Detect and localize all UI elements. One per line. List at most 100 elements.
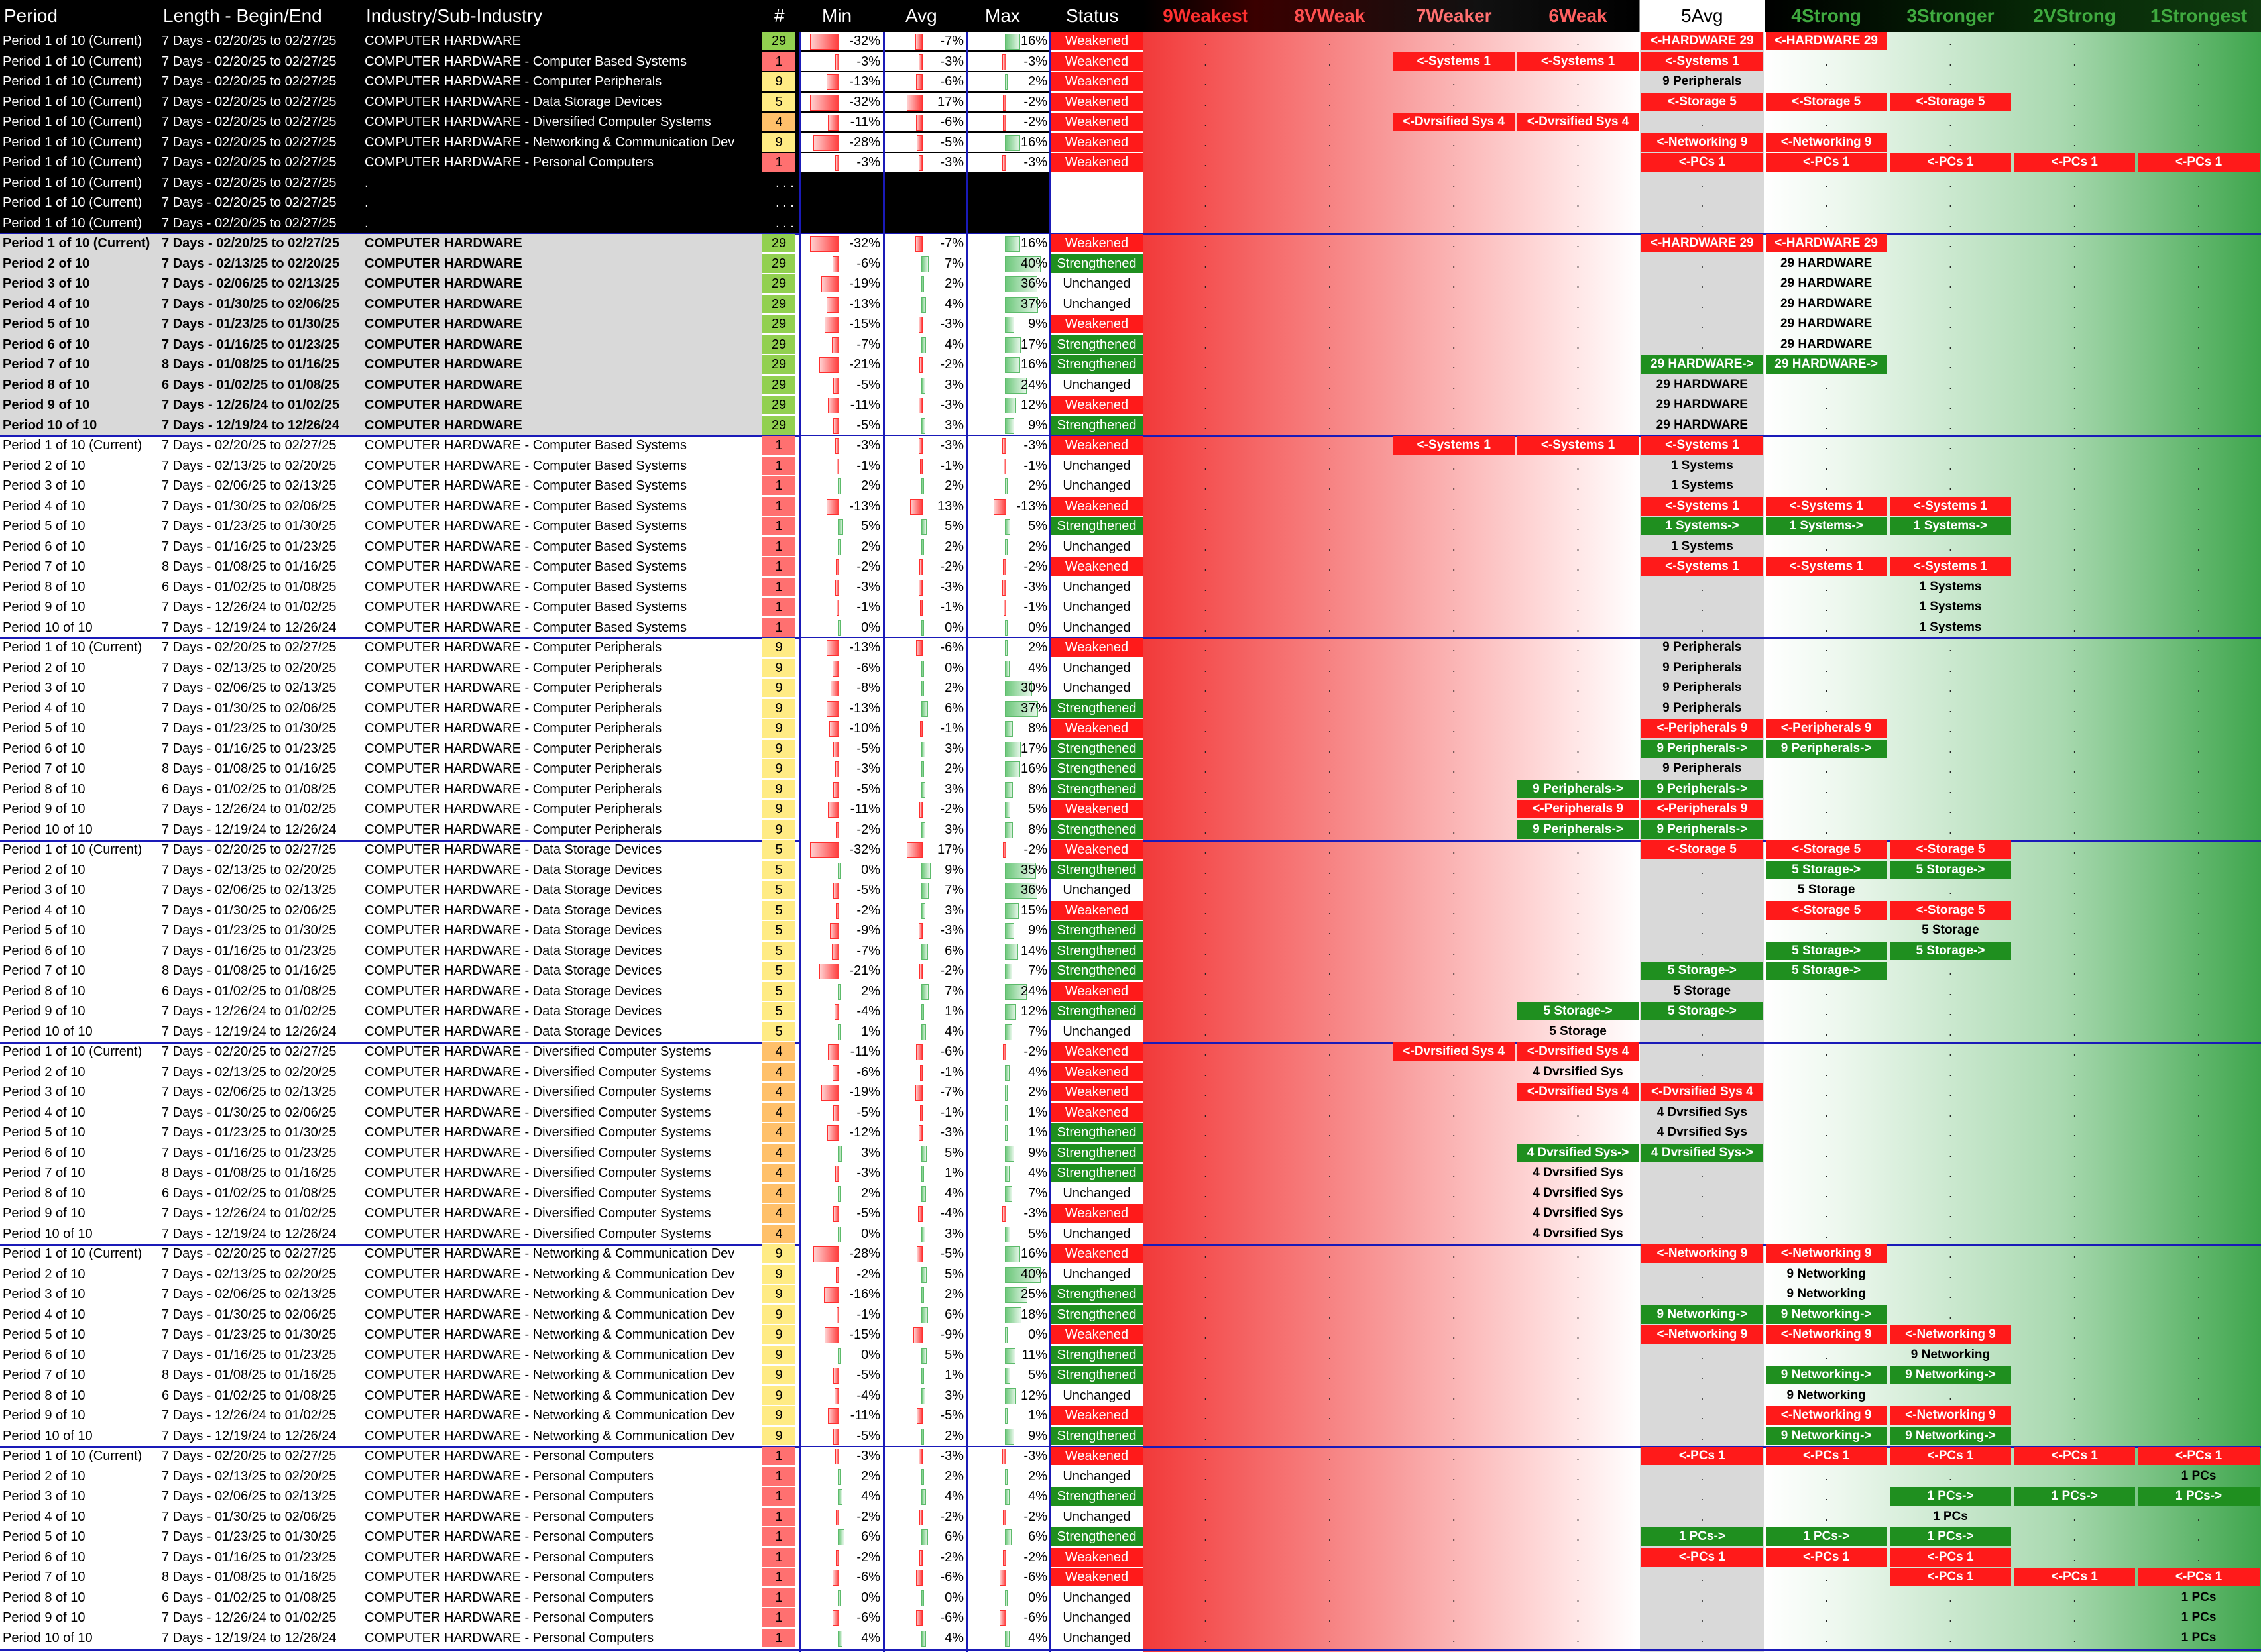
industry-cell[interactable]: COMPUTER HARDWARE - Computer Peripherals [365, 781, 662, 797]
count-cell[interactable]: 1 [762, 456, 795, 475]
period-cell[interactable]: Period 1 of 10 (Current) [3, 1044, 143, 1059]
status-cell[interactable]: Unchanged [1050, 1608, 1143, 1627]
max-cell[interactable]: 25% [968, 1285, 1050, 1303]
industry-cell[interactable]: COMPUTER HARDWARE - Networking & Communi… [365, 1287, 735, 1301]
count-cell[interactable]: 9 [762, 1426, 795, 1445]
length-cell[interactable]: 8 Days - 01/08/25 to 01/16/25 [162, 964, 337, 978]
zone-header-1[interactable]: 9Weakest [1163, 5, 1248, 26]
status-cell[interactable]: Weakened [1050, 72, 1143, 91]
max-cell[interactable]: -13% [968, 496, 1050, 516]
count-cell[interactable]: 9 [762, 1345, 795, 1364]
period-cell[interactable]: Period 3 of 10 [3, 883, 86, 897]
zone-label[interactable]: <-PCs 1 [1765, 1547, 1887, 1567]
min-cell[interactable]: 5% [801, 517, 883, 535]
count-cell[interactable]: 5 [762, 901, 795, 920]
zone-label[interactable]: <-Systems 1 [1889, 496, 2012, 516]
period-cell[interactable]: Period 2 of 10 [3, 660, 86, 675]
zone-label[interactable]: 9 Networking [1786, 1287, 1866, 1301]
min-cell[interactable]: -5% [801, 375, 883, 394]
max-cell[interactable]: 40% [968, 254, 1050, 273]
period-cell[interactable]: Period 6 of 10 [3, 1145, 86, 1160]
max-cell[interactable]: 1% [968, 1406, 1050, 1425]
zone-label[interactable]: 9 Peripherals-> [1765, 739, 1887, 758]
max-cell[interactable]: 12% [968, 396, 1050, 414]
industry-cell[interactable]: COMPUTER HARDWARE - Personal Computers [365, 1610, 654, 1625]
industry-cell[interactable]: COMPUTER HARDWARE - Networking & Communi… [365, 1408, 735, 1423]
period-cell[interactable]: Period 8 of 10 [3, 1185, 86, 1201]
length-cell[interactable]: 7 Days - 02/20/25 to 02/27/25 [162, 135, 337, 150]
avg-cell[interactable]: -3% [884, 396, 966, 414]
zone-label[interactable]: <-Systems 1 [1889, 557, 2012, 576]
zone-label[interactable]: 29 HARDWARE [1780, 276, 1873, 290]
status-cell[interactable]: Unchanged [1050, 1224, 1143, 1243]
zone-label[interactable]: <-Systems 1 [1393, 52, 1515, 71]
industry-cell[interactable]: COMPUTER HARDWARE - Networking & Communi… [365, 135, 735, 150]
status-cell[interactable]: Weakened [1050, 981, 1143, 1001]
header-industry[interactable]: Industry/Sub-Industry [366, 5, 543, 26]
length-cell[interactable]: 7 Days - 01/30/25 to 02/06/25 [162, 296, 339, 311]
industry-cell[interactable]: COMPUTER HARDWARE - Personal Computers [365, 1590, 654, 1605]
count-cell[interactable]: 1 [762, 1527, 795, 1546]
zone-label[interactable]: <-PCs 1 [2138, 153, 2260, 172]
count-cell[interactable]: 29 [762, 335, 795, 354]
min-cell[interactable]: -32% [801, 92, 883, 111]
industry-cell[interactable]: COMPUTER HARDWARE [365, 236, 522, 250]
count-cell[interactable]: 5 [762, 881, 795, 899]
zone-label[interactable]: <-Storage 5 [1641, 92, 1763, 111]
status-cell[interactable]: Unchanged [1050, 598, 1143, 616]
zone-label[interactable]: <-Networking 9 [1765, 1406, 1887, 1425]
min-cell[interactable]: -2% [801, 1507, 883, 1526]
industry-cell[interactable]: COMPUTER HARDWARE - Personal Computers [365, 1529, 654, 1544]
zone-label[interactable]: <-Storage 5 [1641, 840, 1763, 859]
length-cell[interactable]: 7 Days - 12/19/24 to 12/26/24 [162, 1428, 337, 1443]
avg-cell[interactable]: -4% [884, 1204, 966, 1223]
status-cell[interactable]: Strengthened [1050, 1527, 1143, 1546]
avg-cell[interactable]: -6% [884, 1568, 966, 1586]
zone-label[interactable]: 1 Systems [1670, 478, 1733, 492]
industry-cell[interactable]: COMPUTER HARDWARE - Computer Peripherals [365, 700, 662, 716]
period-cell[interactable]: Period 4 of 10 [3, 296, 90, 311]
period-cell[interactable]: Period 1 of 10 (Current) [3, 640, 143, 655]
min-cell[interactable]: 1% [801, 1022, 883, 1041]
max-cell[interactable]: 16% [968, 355, 1050, 374]
zone-label[interactable]: <-PCs 1 [2138, 1447, 2260, 1465]
industry-cell[interactable]: COMPUTER HARDWARE - Diversified Computer… [365, 1145, 711, 1160]
length-cell[interactable]: 7 Days - 01/16/25 to 01/23/25 [162, 337, 339, 352]
industry-cell[interactable]: COMPUTER HARDWARE - Networking & Communi… [365, 1307, 735, 1322]
zone-label[interactable]: <-Storage 5 [1765, 92, 1887, 111]
zone-label[interactable]: <-HARDWARE 29 [1765, 32, 1887, 50]
avg-cell[interactable]: -7% [884, 32, 966, 50]
status-cell[interactable]: Unchanged [1050, 679, 1143, 697]
avg-cell[interactable]: 7% [884, 881, 966, 899]
length-cell[interactable]: 7 Days - 12/26/24 to 01/02/25 [162, 600, 337, 614]
min-cell[interactable]: 0% [801, 1588, 883, 1607]
status-cell[interactable]: Weakened [1050, 1547, 1143, 1567]
min-cell[interactable]: -19% [801, 274, 883, 293]
avg-cell[interactable]: 0% [884, 658, 966, 677]
zone-header-3[interactable]: 7Weaker [1415, 5, 1492, 26]
zone-label[interactable]: <-PCs 1 [2014, 1447, 2136, 1465]
zone-label[interactable]: 1 Systems-> [1889, 517, 2012, 535]
count-cell[interactable]: 1 [762, 1447, 795, 1465]
min-cell[interactable]: -11% [801, 800, 883, 818]
min-cell[interactable]: -5% [801, 1366, 883, 1384]
zone-label[interactable]: <-Networking 9 [1889, 1325, 2012, 1344]
max-cell[interactable]: 7% [968, 1022, 1050, 1041]
status-cell[interactable]: Strengthened [1050, 739, 1143, 758]
period-cell[interactable]: Period 3 of 10 [3, 681, 86, 695]
status-cell[interactable]: Weakened [1050, 1406, 1143, 1425]
min-cell[interactable]: 4% [801, 1628, 883, 1647]
zone-label[interactable]: <-Systems 1 [1641, 436, 1763, 455]
min-cell[interactable]: -3% [801, 436, 883, 455]
length-cell[interactable]: 7 Days - 02/20/25 to 02/27/25 [162, 34, 337, 48]
count-cell[interactable]: 9 [762, 1285, 795, 1303]
length-cell[interactable]: 7 Days - 02/06/25 to 02/13/25 [162, 883, 337, 897]
count-cell[interactable]: 9 [762, 1386, 795, 1405]
zone-label[interactable]: 1 PCs-> [2138, 1487, 2260, 1506]
period-cell[interactable]: Period 9 of 10 [3, 802, 86, 816]
avg-cell[interactable]: -5% [884, 133, 966, 152]
length-cell[interactable]: 7 Days - 12/26/24 to 01/02/25 [162, 1206, 337, 1221]
length-cell[interactable]: 7 Days - 02/20/25 to 02/27/25 [162, 236, 339, 250]
zone-label[interactable]: 1 Systems-> [1641, 517, 1763, 535]
min-cell[interactable]: -1% [801, 598, 883, 616]
